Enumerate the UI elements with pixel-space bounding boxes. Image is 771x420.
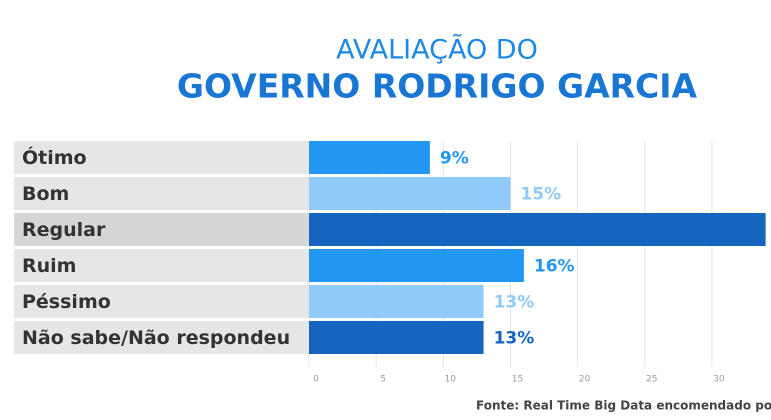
- row-background: [14, 321, 309, 354]
- row-background: [14, 285, 309, 318]
- source: Fonte: Real Time Big Data encomendado po: [476, 399, 771, 413]
- x-tick-label: 30: [713, 375, 725, 385]
- value-label: 13%: [494, 293, 535, 313]
- category-label: Regular: [22, 219, 106, 241]
- category-label: Bom: [22, 183, 69, 205]
- row-background: [14, 213, 309, 246]
- row-background: [14, 177, 309, 210]
- x-tick-label: 25: [646, 375, 657, 385]
- category-label: Péssimo: [22, 291, 111, 313]
- x-tick-label: 5: [380, 375, 386, 385]
- x-tick-label: 15: [512, 375, 523, 385]
- x-tick-label: 0: [313, 375, 319, 385]
- chart-title: AVALIAÇÃO DO: [336, 34, 538, 66]
- category-label: Ruim: [22, 255, 76, 277]
- bar: [309, 213, 766, 246]
- bar: [309, 141, 430, 174]
- category-label: Não sabe/Não respondeu: [22, 327, 290, 349]
- x-tick-label: 10: [445, 375, 457, 385]
- row-background: [14, 249, 309, 282]
- chart-subtitle: GOVERNO RODRIGO GARCIA: [177, 67, 698, 106]
- value-label: 15%: [520, 185, 561, 205]
- bar: [309, 177, 511, 210]
- value-label: 16%: [534, 257, 575, 277]
- value-label: 9%: [440, 149, 469, 169]
- bar: [309, 249, 524, 282]
- bar: [309, 321, 484, 354]
- category-label: Ótimo: [22, 145, 87, 169]
- value-label: 13%: [494, 329, 535, 349]
- bar: [309, 285, 484, 318]
- x-tick-label: 20: [579, 375, 591, 385]
- row-background: [14, 141, 309, 174]
